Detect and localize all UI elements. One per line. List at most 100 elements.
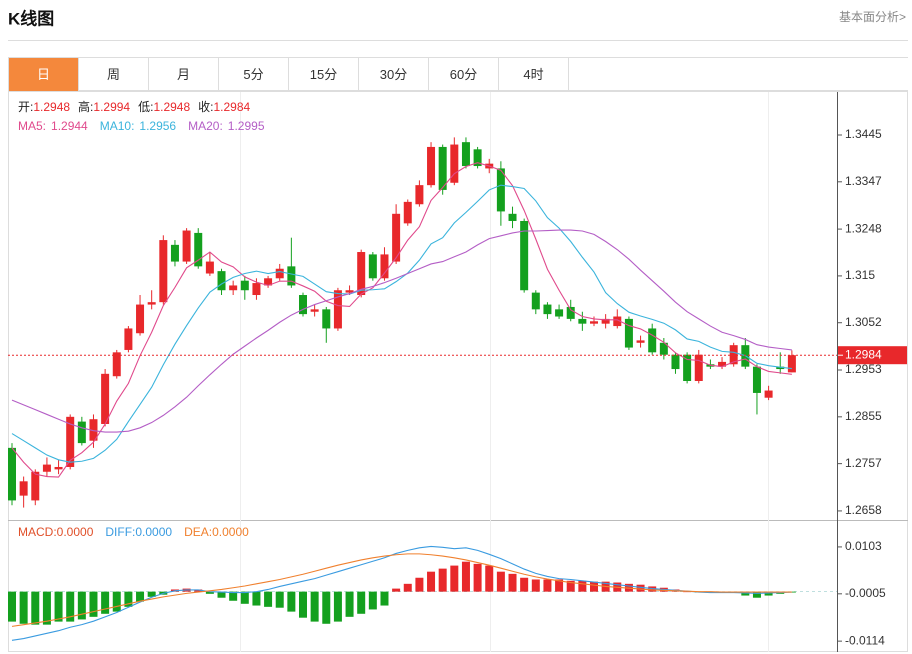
candle-body [508,213,517,221]
macd-bar [508,573,517,592]
tab[interactable]: 60分 [429,58,499,91]
candle-body [624,318,633,348]
info-label: 开: [18,100,33,114]
y-tick-label: -0.0114 [845,633,885,647]
tab[interactable]: 30分 [359,58,429,91]
tab[interactable]: 4时 [499,58,569,91]
legend-label: MA20: [188,119,223,133]
macd-bar [322,591,331,624]
macd-bar [427,571,436,592]
macd-bar [392,588,401,592]
macd-bar [590,581,598,592]
candle-body [264,278,273,286]
candle-body [205,261,214,274]
macd-bar [217,591,226,598]
fundamental-link[interactable]: 基本面分析> [839,10,906,24]
candle-body [310,309,319,312]
candle-body [776,366,785,370]
candle-body [287,266,296,286]
candle-body [392,213,401,262]
macd-bar [473,563,482,592]
candle-body [555,309,564,317]
y-tick-label: 1.2953 [845,362,882,376]
tab[interactable]: 15分 [289,58,359,91]
page-title: K线图 [8,8,54,28]
macd-bar [66,591,75,622]
info-label: 收: [198,100,213,114]
macd-bar [194,589,203,592]
macd-bar [54,591,63,622]
candle-body [787,355,796,373]
macd-bar [299,591,307,618]
candle-body [170,244,179,262]
macd-bar [683,591,692,593]
legend-value: 1.2995 [228,119,265,133]
tab[interactable]: 日 [9,58,79,91]
candle-body [42,464,51,472]
candle-body [496,168,505,212]
info-label: 高: [78,99,93,114]
macd-bar [485,565,494,592]
candle-body [683,354,692,381]
legend-label: DIFF: [105,525,135,539]
legend-label: MA10: [100,119,135,133]
macd-bar [147,591,156,597]
candle-body [66,416,75,467]
macd-bar [345,591,354,617]
candle-body [124,328,133,350]
macd-bar [531,579,540,592]
candle-body [590,321,598,324]
candle-body [101,373,110,424]
candle-body [333,290,342,329]
macd-bar [578,580,587,592]
macd-bar [124,591,133,607]
macd-bar [438,568,447,592]
candle-body [229,285,238,291]
macd-bar [8,591,16,622]
candle-body [461,142,470,167]
candle-body [147,302,156,305]
candle-body [136,304,145,334]
candle-body [718,361,727,367]
macd-bar [368,591,377,610]
macd-bar [636,584,645,592]
candle-body [77,421,86,444]
info-value: 1.2984 [213,100,250,114]
candle-body [403,201,412,224]
candle-body [520,220,529,291]
candle-body [659,342,668,355]
last-price-label: 1.2984 [845,347,882,361]
macd-bar [496,571,505,592]
macd-bar [229,591,238,601]
info-value: 1.2994 [93,100,130,114]
legend-value: 1.2956 [139,119,176,133]
chart-frame [8,91,908,652]
tab[interactable]: 周 [79,58,149,91]
candle-body [752,366,761,393]
ohlc-info: 开:1.2948 高:1.2994 低:1.2948 收:1.2984 [18,99,251,114]
y-tick-label: 1.2757 [845,456,882,470]
legend: MA5: 1.2944 MA10: 1.2956 MA20: 1.2995 [18,119,265,133]
tab[interactable]: 月 [149,58,219,91]
tab[interactable]: 5分 [219,58,289,91]
candle-body [182,230,191,262]
candle-body [415,185,424,205]
y-tick-label: 1.2658 [845,503,882,517]
candle-body [380,254,389,279]
legend-value: 0.0000 [212,525,249,539]
macd-bar [77,591,86,620]
ma-line [11,162,792,478]
macd-bar [461,561,470,592]
macd-bar [357,591,366,614]
info-label: 低: [138,100,153,114]
candle-body [648,328,657,353]
candle-body [543,304,552,315]
candle-body [450,144,459,183]
candle-body [8,447,16,501]
candle-body [112,352,121,377]
info-value: 1.2948 [153,100,190,114]
macd-bar [403,583,412,592]
ma-line [11,229,792,433]
macd-bar [31,591,40,625]
y-tick-label: 1.315 [845,268,875,282]
